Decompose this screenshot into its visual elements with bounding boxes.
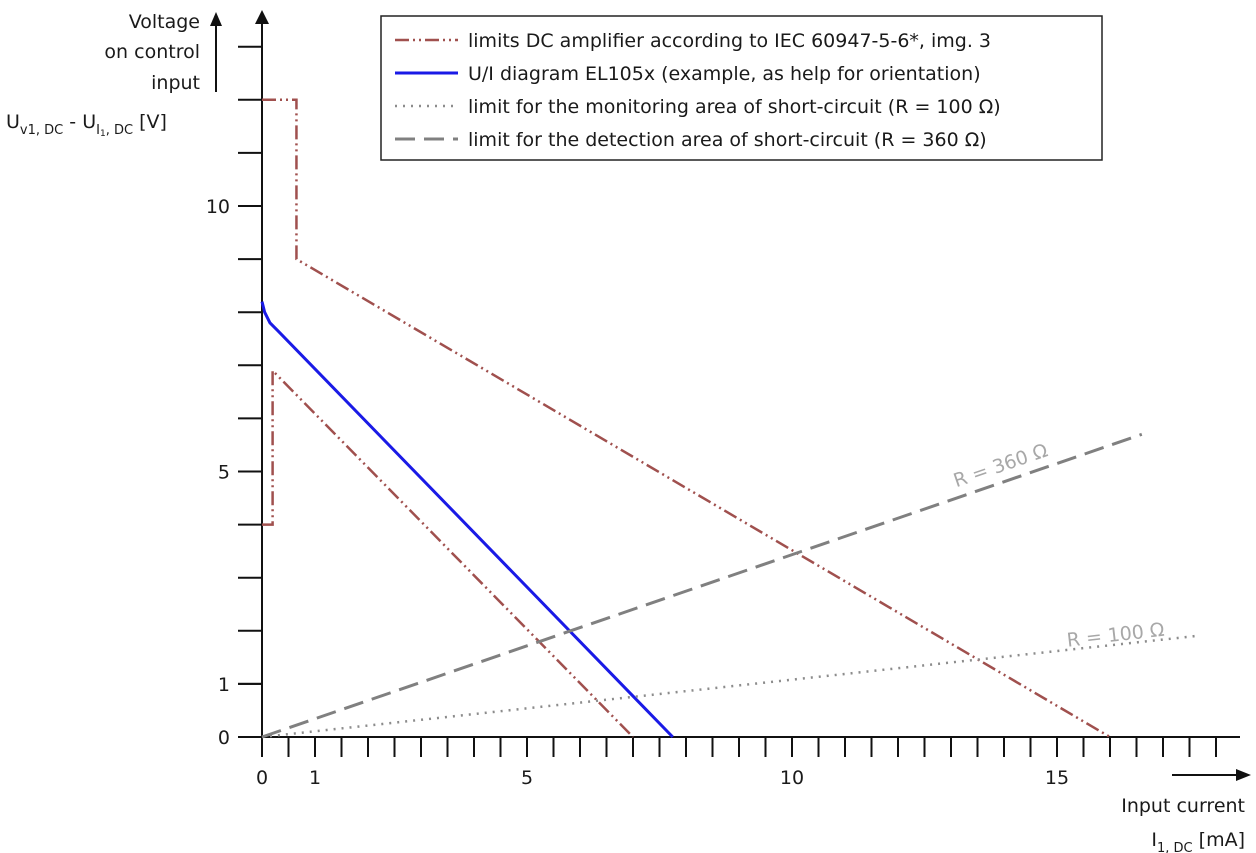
x-tick-label: 0 bbox=[256, 767, 268, 789]
y-axis-label: Voltage on control input Uv1, DC - UI1, … bbox=[6, 11, 222, 139]
y-label-line-3: input bbox=[151, 72, 200, 94]
y-tick-label: 10 bbox=[206, 196, 230, 218]
x-axis-label: Input current I1, DC [mA] bbox=[1121, 795, 1245, 853]
y-tick-label: 5 bbox=[218, 462, 230, 484]
series-line-1-segment-0 bbox=[260, 301, 674, 739]
y-label-arrow-icon bbox=[210, 12, 222, 26]
legend-label-1: U/I diagram EL105x (example, as help for… bbox=[468, 63, 981, 85]
y-formula-u1: U bbox=[6, 111, 20, 133]
y-label-line-2: on control bbox=[104, 41, 200, 63]
series-line-3-segment-0 bbox=[261, 432, 1143, 739]
series-line-0-segment-0 bbox=[262, 367, 634, 738]
legend: limits DC amplifier according to IEC 609… bbox=[380, 15, 1103, 161]
annotation-label-1: R = 100 Ω bbox=[1066, 619, 1166, 652]
x-formula-sub: 1, DC bbox=[1157, 841, 1193, 853]
y-axis-arrow-icon bbox=[255, 10, 269, 24]
x-label-line-1: Input current bbox=[1121, 795, 1245, 817]
series-line-0-segment-1 bbox=[262, 98, 1111, 739]
y-label-line-1: Voltage bbox=[129, 11, 200, 33]
y-formula-u1-sub: v1, DC bbox=[20, 123, 63, 138]
x-tick-label: 5 bbox=[521, 767, 533, 789]
annotations: R = 360 Ω R = 100 Ω bbox=[951, 439, 1166, 651]
legend-box bbox=[380, 15, 1103, 161]
x-tick-label: 15 bbox=[1045, 767, 1069, 789]
y-formula-unit: [V] bbox=[133, 111, 167, 133]
y-formula-u2-sub-c: , DC bbox=[106, 123, 133, 138]
x-label-arrow-icon bbox=[1236, 769, 1251, 781]
x-tick-label: 10 bbox=[780, 767, 804, 789]
y-tick-label: 1 bbox=[218, 674, 230, 696]
x-formula-main: I bbox=[1151, 829, 1157, 851]
series-layer bbox=[260, 98, 1195, 739]
x-label-line-2: I1, DC [mA] bbox=[1151, 829, 1245, 853]
y-formula-dash: - bbox=[63, 111, 82, 133]
series-line-2-segment-0 bbox=[261, 634, 1195, 739]
legend-label-3: limit for the detection area of short-ci… bbox=[468, 129, 987, 151]
y-formula-u2: U bbox=[82, 111, 96, 133]
legend-label-2: limit for the monitoring area of short-c… bbox=[468, 96, 1001, 118]
x-formula-unit: [mA] bbox=[1193, 829, 1245, 851]
y-formula-u2-sub-b: 1 bbox=[100, 129, 106, 139]
y-formula-u2-sub-a: I bbox=[96, 123, 100, 138]
legend-label-0: limits DC amplifier according to IEC 609… bbox=[468, 30, 991, 52]
annotation-label-0: R = 360 Ω bbox=[951, 439, 1051, 492]
y-label-formula: Uv1, DC - UI1, DC [V] bbox=[6, 111, 167, 139]
x-tick-label: 1 bbox=[309, 767, 321, 789]
y-tick-label: 0 bbox=[218, 727, 230, 749]
